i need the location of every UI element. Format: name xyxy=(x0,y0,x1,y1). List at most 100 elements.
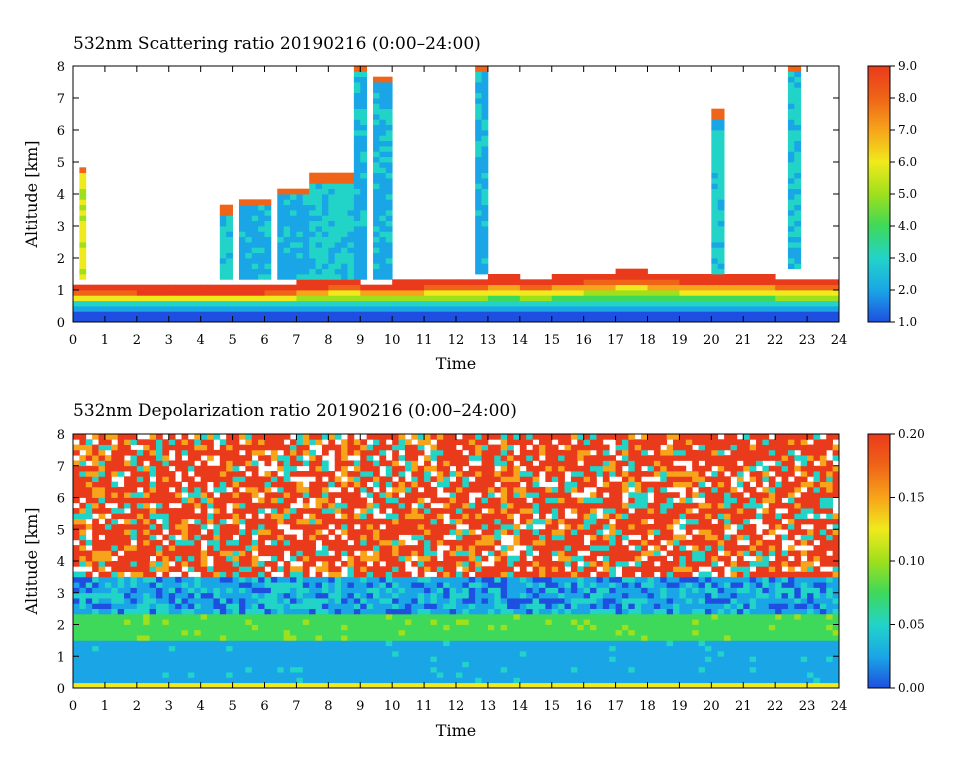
heat-cell xyxy=(155,284,163,291)
heat-cell xyxy=(302,502,310,509)
heat-cell xyxy=(302,508,310,514)
heat-cell xyxy=(290,571,297,578)
heat-cell xyxy=(296,592,304,599)
heat-cell xyxy=(404,513,412,520)
heat-cell xyxy=(98,682,106,688)
heat-cell xyxy=(341,268,348,275)
heat-cell xyxy=(392,518,399,525)
heat-cell xyxy=(417,279,425,286)
heat-cell xyxy=(328,279,336,286)
heat-cell xyxy=(500,592,508,599)
heat-cell xyxy=(168,316,176,322)
heat-cell xyxy=(104,486,112,493)
heat-cell xyxy=(155,311,163,318)
heat-cell xyxy=(545,295,553,302)
heat-cell xyxy=(373,444,380,451)
heat-cell xyxy=(162,629,170,636)
heat-cell xyxy=(200,290,208,296)
heat-cell xyxy=(500,624,508,631)
heat-cell xyxy=(807,300,814,307)
heat-cell xyxy=(711,263,719,270)
heat-cell xyxy=(98,497,106,504)
heat-cell xyxy=(487,640,495,647)
heat-cell xyxy=(264,518,272,525)
heat-cell xyxy=(526,608,533,615)
heat-cell xyxy=(417,661,425,668)
heat-cell xyxy=(92,666,99,673)
heat-cell xyxy=(85,587,93,594)
heat-cell xyxy=(334,194,342,200)
heat-cell xyxy=(385,316,393,322)
heat-cell xyxy=(436,566,444,572)
heat-cell xyxy=(194,529,202,535)
heat-cell xyxy=(487,518,495,525)
heat-cell xyxy=(341,592,348,599)
heat-cell xyxy=(411,316,419,322)
heat-cell xyxy=(258,268,265,275)
heat-cell xyxy=(366,449,374,456)
heat-cell xyxy=(334,242,342,248)
heat-cell xyxy=(398,661,406,668)
heat-cell xyxy=(79,656,87,662)
heat-cell xyxy=(207,492,214,498)
heat-cell xyxy=(309,449,316,456)
heat-cell xyxy=(717,140,725,147)
heat-cell xyxy=(398,311,406,318)
heat-cell xyxy=(341,439,348,445)
heat-cell xyxy=(353,661,361,668)
heat-cell xyxy=(360,640,368,647)
heat-cell xyxy=(92,497,99,504)
heat-cell xyxy=(328,582,336,588)
heat-cell xyxy=(207,629,214,636)
heat-cell xyxy=(85,539,93,546)
heat-cell xyxy=(404,455,412,461)
heat-cell xyxy=(194,550,202,557)
heat-cell xyxy=(430,566,438,572)
heat-cell xyxy=(494,682,502,688)
heat-cell xyxy=(136,666,144,673)
heat-cell xyxy=(290,650,297,657)
heat-cell xyxy=(507,497,514,504)
colorbar-tick-label: 3.0 xyxy=(898,251,917,265)
heat-cell xyxy=(155,640,163,647)
heat-cell xyxy=(404,672,412,678)
heat-cell xyxy=(245,204,253,211)
heat-cell xyxy=(373,263,380,270)
heat-cell xyxy=(475,624,482,631)
heat-cell xyxy=(117,284,125,291)
heat-cell xyxy=(711,162,719,168)
heat-cell xyxy=(213,295,221,302)
heat-cell xyxy=(417,449,425,456)
heat-cell xyxy=(417,476,425,483)
heat-cell xyxy=(449,608,457,615)
heat-cell xyxy=(456,497,463,504)
heat-cell xyxy=(424,561,431,567)
heat-cell xyxy=(385,306,393,312)
heat-cell xyxy=(98,587,106,594)
heat-cell xyxy=(341,172,348,179)
heat-cell xyxy=(487,481,495,488)
heat-cell xyxy=(551,290,559,296)
heat-cell xyxy=(219,449,227,456)
heat-cell xyxy=(519,550,527,557)
heat-cell xyxy=(207,619,214,625)
heat-cell xyxy=(347,576,355,583)
heat-cell xyxy=(270,439,278,445)
heat-cell xyxy=(481,252,489,259)
heat-cell xyxy=(373,103,380,110)
heat-cell xyxy=(507,672,514,678)
heat-cell xyxy=(187,439,195,445)
heat-cell xyxy=(79,571,87,578)
heat-cell xyxy=(379,444,387,451)
heat-cell xyxy=(136,476,144,483)
heat-cell xyxy=(456,465,463,472)
heat-cell xyxy=(475,279,482,286)
heat-cell xyxy=(392,555,399,562)
heat-cell xyxy=(794,103,802,110)
heat-cell xyxy=(258,434,265,440)
heat-cell xyxy=(513,465,521,472)
heat-cell xyxy=(232,555,240,562)
heat-cell xyxy=(92,672,99,678)
heat-cell xyxy=(315,460,323,467)
heat-cell xyxy=(155,465,163,472)
